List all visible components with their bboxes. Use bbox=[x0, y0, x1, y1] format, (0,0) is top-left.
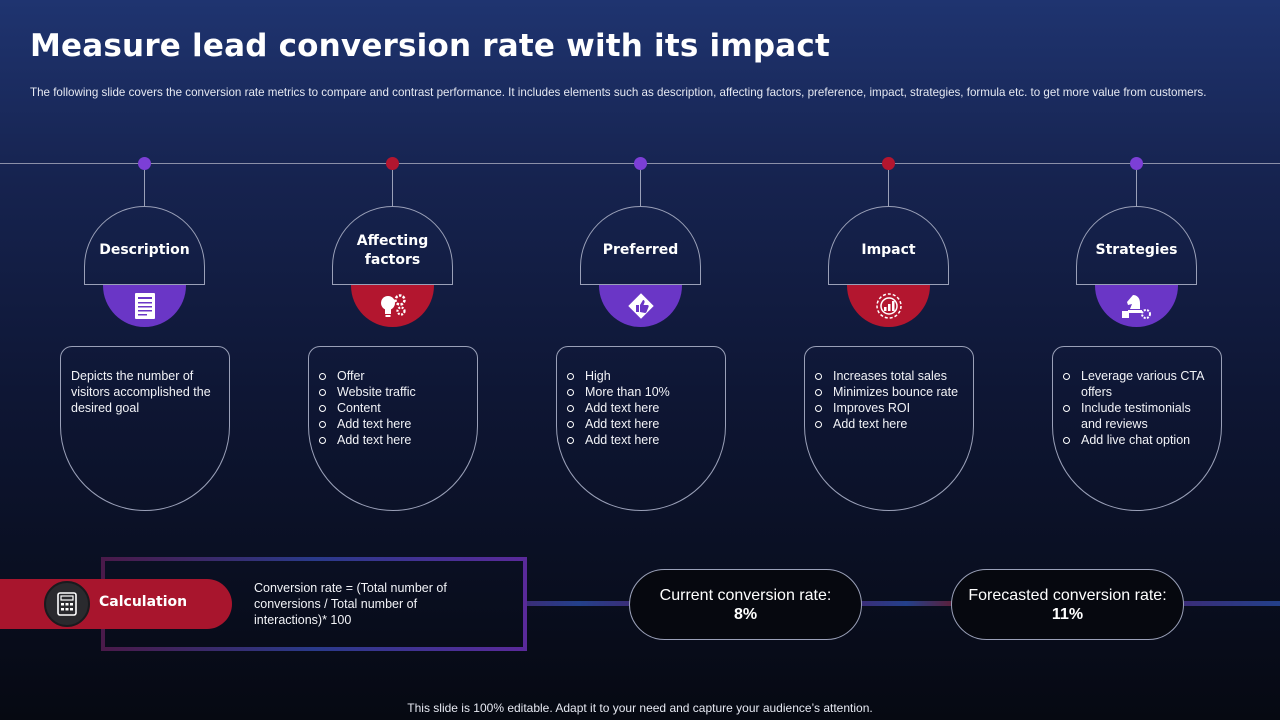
footer-note: This slide is 100% editable. Adapt it to… bbox=[407, 701, 873, 715]
connector-line bbox=[1184, 601, 1280, 606]
connector-line bbox=[527, 601, 631, 606]
list-item: Leverage various CTA offers bbox=[1063, 368, 1213, 400]
list-item: Add text here bbox=[567, 432, 717, 448]
column-affecting-factors: Affecting factors Offer Website traffic … bbox=[308, 155, 478, 515]
chess-knight-icon bbox=[1095, 285, 1178, 327]
list-item: Add text here bbox=[815, 416, 965, 432]
list-item: Offer bbox=[319, 368, 469, 384]
current-rate-box: Current conversion rate: 8% bbox=[629, 569, 862, 640]
forecast-rate-box: Forecasted conversion rate: 11% bbox=[951, 569, 1184, 640]
list-item: Minimizes bounce rate bbox=[815, 384, 965, 400]
list-item: Add live chat option bbox=[1063, 432, 1213, 448]
column-heading: Description bbox=[84, 206, 205, 285]
timeline-dot bbox=[634, 157, 647, 170]
document-icon bbox=[103, 285, 186, 327]
list-item: Add text here bbox=[319, 432, 469, 448]
timeline-stem bbox=[144, 170, 145, 206]
list-item: More than 10% bbox=[567, 384, 717, 400]
column-card: Leverage various CTA offers Include test… bbox=[1052, 346, 1222, 511]
timeline-dot bbox=[1130, 157, 1143, 170]
column-card: High More than 10% Add text here Add tex… bbox=[556, 346, 726, 511]
diamond-thumbs-up-icon bbox=[599, 285, 682, 327]
list-item: Increases total sales bbox=[815, 368, 965, 384]
card-text: Depicts the number of visitors accomplis… bbox=[71, 369, 211, 415]
column-heading: Impact bbox=[828, 206, 949, 285]
current-rate-value: 8% bbox=[733, 605, 758, 623]
list-item: Add text here bbox=[319, 416, 469, 432]
current-rate-label: Current conversion rate: bbox=[659, 586, 832, 604]
connector-line bbox=[861, 601, 952, 606]
list-item: Include testimonials and reviews bbox=[1063, 400, 1213, 432]
calculation-formula: Conversion rate = (Total number of conve… bbox=[254, 581, 447, 627]
column-preferred: Preferred High More than 10% Add text he… bbox=[556, 155, 726, 515]
list-item: Content bbox=[319, 400, 469, 416]
timeline-stem bbox=[1136, 170, 1137, 206]
list-item: Website traffic bbox=[319, 384, 469, 400]
list-item: Add text here bbox=[567, 400, 717, 416]
timeline-dot bbox=[882, 157, 895, 170]
calculation-label: Calculation bbox=[99, 594, 188, 610]
timeline-dot bbox=[138, 157, 151, 170]
column-heading: Affecting factors bbox=[332, 206, 453, 285]
list-item: High bbox=[567, 368, 717, 384]
column-heading: Strategies bbox=[1076, 206, 1197, 285]
list-item: Add text here bbox=[567, 416, 717, 432]
timeline-stem bbox=[392, 170, 393, 206]
column-card: Offer Website traffic Content Add text h… bbox=[308, 346, 478, 511]
column-heading: Preferred bbox=[580, 206, 701, 285]
list-item: Improves ROI bbox=[815, 400, 965, 416]
timeline-stem bbox=[640, 170, 641, 206]
column-strategies: Strategies Leverage various CTA offers I… bbox=[1052, 155, 1222, 515]
forecast-rate-label: Forecasted conversion rate: bbox=[968, 586, 1167, 604]
column-description: Description Depicts the number of visito… bbox=[60, 155, 230, 515]
forecast-rate-value: 11% bbox=[1051, 605, 1084, 623]
column-card: Increases total sales Minimizes bounce r… bbox=[804, 346, 974, 511]
column-impact: Impact Increases total sales Minimizes b… bbox=[804, 155, 974, 515]
timeline-stem bbox=[888, 170, 889, 206]
slide-subtitle: The following slide covers the conversio… bbox=[30, 86, 1207, 99]
calculator-icon bbox=[44, 581, 90, 627]
timeline-dot bbox=[386, 157, 399, 170]
lightbulb-gears-icon bbox=[351, 285, 434, 327]
slide-title: Measure lead conversion rate with its im… bbox=[30, 28, 830, 64]
calculation-pill bbox=[0, 579, 232, 629]
target-growth-icon bbox=[847, 285, 930, 327]
column-card: Depicts the number of visitors accomplis… bbox=[60, 346, 230, 511]
